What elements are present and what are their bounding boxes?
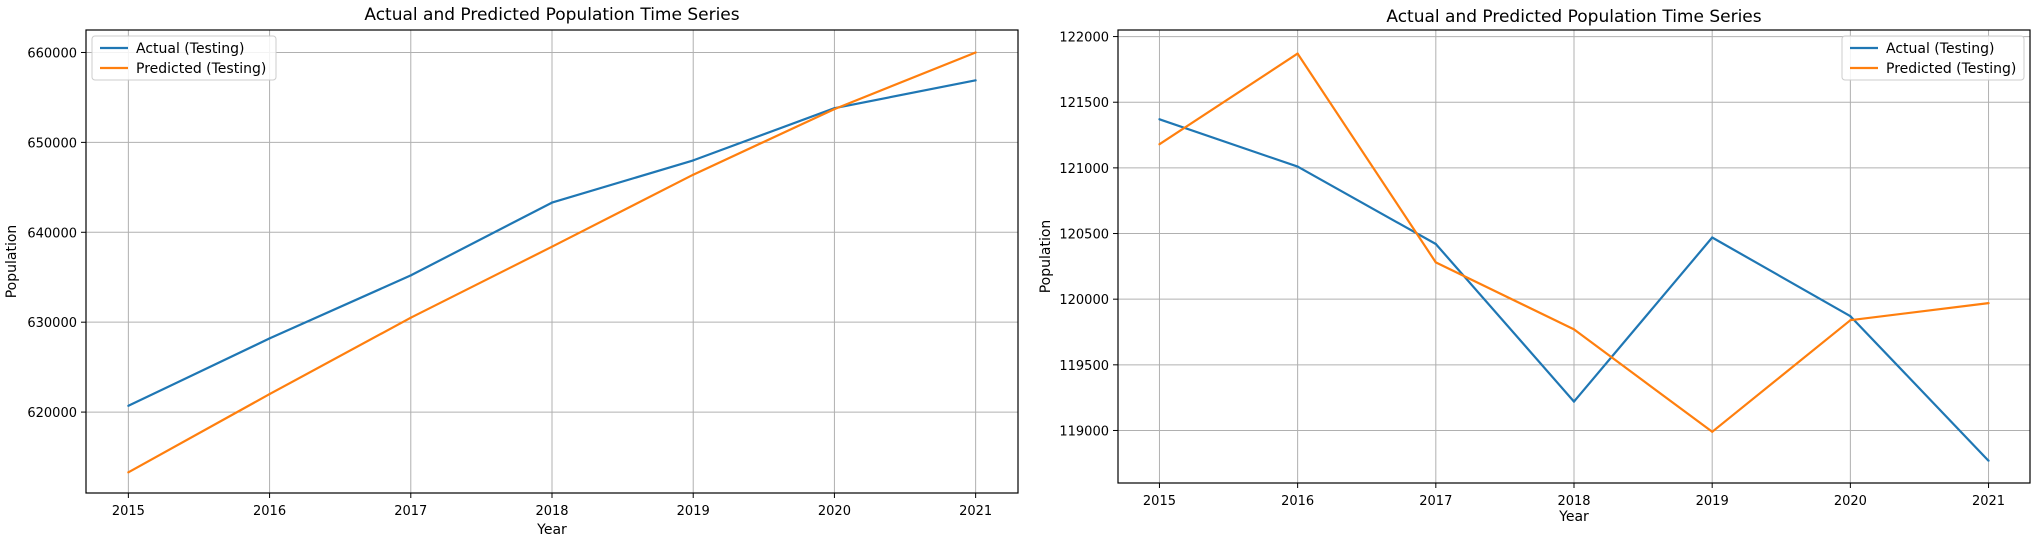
chart-right: 2015 2016 2017 2018 2019 2020 2021 119000 119500… [1038, 7, 2031, 525]
x-tick-label: 2021 [959, 504, 992, 519]
x-tick-label: 2018 [535, 504, 568, 519]
data-point [1987, 459, 1990, 462]
x-tick-label: 2021 [1972, 494, 2005, 509]
data-point [1572, 400, 1576, 403]
x-axis-label: Year [536, 522, 567, 538]
x-tick-label: 2016 [1281, 494, 1314, 509]
x-tick-label: 2015 [1143, 494, 1176, 509]
y-tick-label: 121500 [1059, 96, 1109, 111]
data-point [1158, 143, 1161, 146]
data-point [1434, 261, 1437, 264]
data-point [1987, 302, 1990, 305]
data-point [1296, 165, 1299, 168]
legend-label-1: Predicted (Testing) [136, 61, 266, 77]
x-tick-label: 2020 [818, 504, 851, 519]
y-tick-label: 660000 [27, 46, 77, 61]
y-axis-label: Population [4, 225, 20, 299]
legend: Actual (Testing) Predicted (Testing) [1841, 35, 2025, 81]
data-point [127, 404, 130, 407]
data-point [974, 79, 977, 82]
chart-title: Actual and Predicted Population Time Ser… [1386, 7, 1761, 27]
data-point [1849, 315, 1852, 318]
data-point [409, 274, 412, 277]
data-point [833, 108, 836, 111]
x-tick-label: 2019 [677, 504, 710, 519]
data-point [1434, 242, 1437, 246]
data-point [268, 337, 271, 340]
chart-left: 2015 2016 2017 2018 2019 2020 2021 620000 630000… [4, 5, 1019, 538]
x-tick-label: 2017 [394, 504, 427, 519]
x-axis-label: Year [1558, 509, 1589, 525]
legend-box [1841, 35, 2025, 81]
legend: Actual (Testing) Predicted (Testing) [91, 35, 277, 81]
y-tick-label: 650000 [27, 136, 77, 151]
x-tick-label: 2019 [1696, 494, 1729, 509]
y-tick-label: 630000 [27, 316, 77, 331]
x-tick-label: 2020 [1834, 494, 1867, 509]
x-tick-label: 2018 [1557, 494, 1590, 509]
data-point [1711, 430, 1714, 433]
y-tick-label: 119500 [1059, 359, 1109, 374]
x-tick-label: 2016 [253, 504, 286, 519]
x-tick-label: 2015 [112, 504, 145, 519]
legend-label-0: Actual (Testing) [136, 41, 244, 57]
y-tick-label: 120500 [1059, 228, 1109, 243]
data-point [268, 393, 271, 396]
data-point [1572, 328, 1576, 331]
y-tick-label: 119000 [1059, 424, 1109, 439]
data-point [1849, 319, 1852, 322]
y-tick-label: 620000 [27, 406, 77, 421]
chart-title: Actual and Predicted Population Time Ser… [364, 5, 739, 25]
data-point [1296, 52, 1299, 55]
data-point [1711, 236, 1714, 239]
data-point [692, 159, 695, 162]
y-tick-label: 121000 [1059, 162, 1109, 177]
data-point [550, 245, 554, 248]
legend-label-1: Predicted (Testing) [1886, 61, 2016, 77]
data-point [409, 316, 412, 319]
data-point [1158, 118, 1161, 121]
data-point [127, 471, 130, 474]
y-axis-label: Population [1038, 220, 1054, 294]
data-point [692, 173, 695, 176]
legend-box [91, 35, 277, 81]
y-tick-label: 120000 [1059, 293, 1109, 308]
x-tick-label: 2017 [1419, 494, 1452, 509]
y-tick-label: 640000 [27, 226, 77, 241]
data-point [974, 51, 977, 54]
data-point [550, 201, 554, 204]
y-tick-label: 122000 [1059, 31, 1109, 46]
legend-label-0: Actual (Testing) [1886, 41, 1994, 57]
